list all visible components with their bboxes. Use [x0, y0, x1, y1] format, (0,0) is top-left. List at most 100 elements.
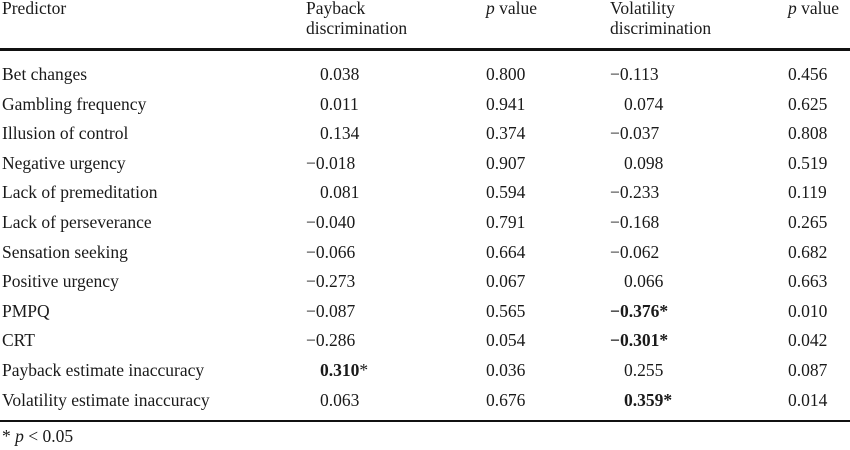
- row-predictor: PMPQ: [2, 301, 50, 321]
- bottom-rule: [0, 420, 850, 422]
- row-volatility-discrimination-text: 0.074: [624, 93, 664, 114]
- row-volatility-p-value-text: 0.625: [788, 93, 828, 114]
- row-predictor-text: CRT: [2, 330, 35, 351]
- row-volatility-discrimination: 0.066: [624, 271, 663, 291]
- row-volatility-p-value-text: 0.119: [788, 182, 827, 203]
- row-payback-discrimination: 0.134: [320, 123, 359, 143]
- row-volatility-p-value: 0.625: [788, 94, 827, 114]
- table-row: Lack of perseverance −0.040 0.791 −0.168 0.2…: [0, 212, 850, 242]
- header-p-italic: p: [486, 0, 495, 18]
- row-payback-p-value-text: 0.067: [486, 271, 526, 292]
- row-volatility-discrimination-text: −0.113: [610, 64, 659, 84]
- row-predictor: Negative urgency: [2, 153, 126, 173]
- header-payback-line1: Payback: [306, 0, 366, 18]
- header-payback-line2: discrimination: [306, 18, 408, 38]
- header-volatility-line1: Volatility: [610, 0, 675, 18]
- row-payback-discrimination-text: 0.134: [320, 123, 360, 144]
- row-payback-discrimination-text: −0.087: [306, 300, 356, 321]
- row-predictor: Lack of premeditation: [2, 182, 158, 202]
- header-volatility-discrimination: Volatility discrimination: [610, 0, 711, 38]
- row-payback-p-value-text: 0.791: [486, 212, 526, 232]
- row-volatility-p-value: 0.808: [788, 123, 827, 143]
- row-payback-discrimination: −0.066: [306, 242, 355, 262]
- table-row: Lack of premeditation 0.081 0.594 −0.233 0.1…: [0, 182, 850, 212]
- table-row: Sensation seeking −0.066 0.664 −0.062 0.682: [0, 242, 850, 272]
- row-predictor-text: Sensation seeking: [2, 241, 128, 262]
- row-payback-p-value: 0.791: [486, 212, 525, 232]
- row-predictor: Bet changes: [2, 64, 87, 84]
- row-payback-p-value: 0.594: [486, 182, 525, 202]
- row-volatility-p-value: 0.265: [788, 212, 827, 232]
- row-volatility-p-value-text: 0.682: [788, 241, 828, 262]
- row-volatility-p-value: 0.014: [788, 390, 827, 410]
- row-payback-p-value-text: 0.036: [486, 360, 526, 380]
- row-volatility-discrimination-text: 0.066: [624, 271, 664, 292]
- header-rule: [0, 48, 850, 51]
- row-volatility-discrimination: −0.376*: [610, 301, 668, 321]
- row-payback-p-value: 0.036: [486, 360, 525, 380]
- row-volatility-p-value-text: 0.663: [788, 271, 828, 292]
- row-payback-discrimination-text: −0.018: [306, 152, 356, 173]
- row-volatility-discrimination-text: −0.233: [610, 182, 660, 203]
- row-payback-discrimination: 0.081: [320, 182, 359, 202]
- row-payback-discrimination: 0.063: [320, 390, 359, 410]
- row-payback-discrimination: −0.286: [306, 330, 355, 350]
- row-payback-discrimination: −0.018: [306, 153, 355, 173]
- row-volatility-p-value-text: 0.808: [788, 123, 828, 144]
- row-payback-discrimination-text: −0.066: [306, 241, 356, 262]
- row-payback-p-value-text: 0.800: [486, 64, 526, 84]
- row-predictor-text: Payback estimate inaccuracy: [2, 360, 205, 380]
- header-value-word: value: [499, 0, 538, 18]
- row-volatility-p-value-text: 0.265: [788, 212, 828, 232]
- row-payback-discrimination: 0.011: [320, 94, 359, 114]
- row-volatility-discrimination: −0.301*: [610, 330, 668, 350]
- row-volatility-p-value: 0.663: [788, 271, 827, 291]
- row-volatility-discrimination: 0.359*: [624, 390, 672, 410]
- row-payback-p-value: 0.374: [486, 123, 525, 143]
- row-payback-discrimination-text: 0.011: [320, 93, 359, 114]
- row-predictor-text: Lack of perseverance: [2, 212, 152, 232]
- row-payback-discrimination-text: −0.273: [306, 271, 356, 292]
- row-payback-p-value: 0.907: [486, 153, 525, 173]
- row-volatility-discrimination: −0.233: [610, 182, 659, 202]
- table-row: Negative urgency −0.018 0.907 0.098 0.519: [0, 153, 850, 183]
- footnote-star: *: [2, 426, 11, 446]
- row-predictor-text: Negative urgency: [2, 152, 126, 173]
- row-volatility-discrimination: 0.074: [624, 94, 663, 114]
- row-payback-p-value: 0.565: [486, 301, 525, 321]
- row-payback-discrimination: 0.310*: [320, 360, 368, 380]
- footnote-condition: < 0.05: [28, 426, 74, 446]
- row-payback-p-value: 0.664: [486, 242, 525, 262]
- row-payback-discrimination: −0.087: [306, 301, 355, 321]
- row-payback-discrimination-text: −0.286: [306, 330, 356, 351]
- table-row: PMPQ −0.087 0.565 −0.376* 0.010: [0, 301, 850, 331]
- row-volatility-p-value: 0.682: [788, 242, 827, 262]
- table-row: Positive urgency −0.273 0.067 0.066 0.663: [0, 271, 850, 301]
- table-row: Illusion of control 0.134 0.374 −0.037 0.808: [0, 123, 850, 153]
- row-volatility-p-value-text: 0.014: [788, 389, 828, 410]
- row-volatility-p-value: 0.087: [788, 360, 827, 380]
- row-predictor: Gambling frequency: [2, 94, 146, 114]
- table-row: Payback estimate inaccuracy 0.310* 0.036 0.…: [0, 360, 850, 390]
- row-volatility-p-value-text: 0.010: [788, 300, 828, 321]
- row-volatility-p-value-text: 0.519: [788, 152, 828, 173]
- row-payback-p-value: 0.067: [486, 271, 525, 291]
- row-payback-discrimination-text: 0.038: [320, 64, 360, 84]
- row-payback-p-value: 0.054: [486, 330, 525, 350]
- row-payback-discrimination: −0.040: [306, 212, 355, 232]
- row-volatility-p-value-text: 0.456: [788, 64, 828, 84]
- row-payback-discrimination-text: −0.040: [306, 212, 356, 232]
- significance-star: *: [663, 389, 673, 410]
- row-payback-p-value-text: 0.941: [486, 93, 526, 114]
- row-predictor-text: PMPQ: [2, 300, 50, 321]
- row-volatility-discrimination-text: −0.168: [610, 212, 660, 232]
- row-volatility-discrimination: −0.062: [610, 242, 659, 262]
- row-predictor: Payback estimate inaccuracy: [2, 360, 204, 380]
- footnote-p-italic: p: [15, 426, 24, 446]
- row-payback-p-value-text: 0.664: [486, 241, 526, 262]
- row-volatility-discrimination: 0.255: [624, 360, 663, 380]
- row-volatility-p-value: 0.010: [788, 301, 827, 321]
- row-volatility-discrimination-text: −0.037: [610, 123, 660, 144]
- row-payback-p-value: 0.941: [486, 94, 525, 114]
- row-payback-discrimination: −0.273: [306, 271, 355, 291]
